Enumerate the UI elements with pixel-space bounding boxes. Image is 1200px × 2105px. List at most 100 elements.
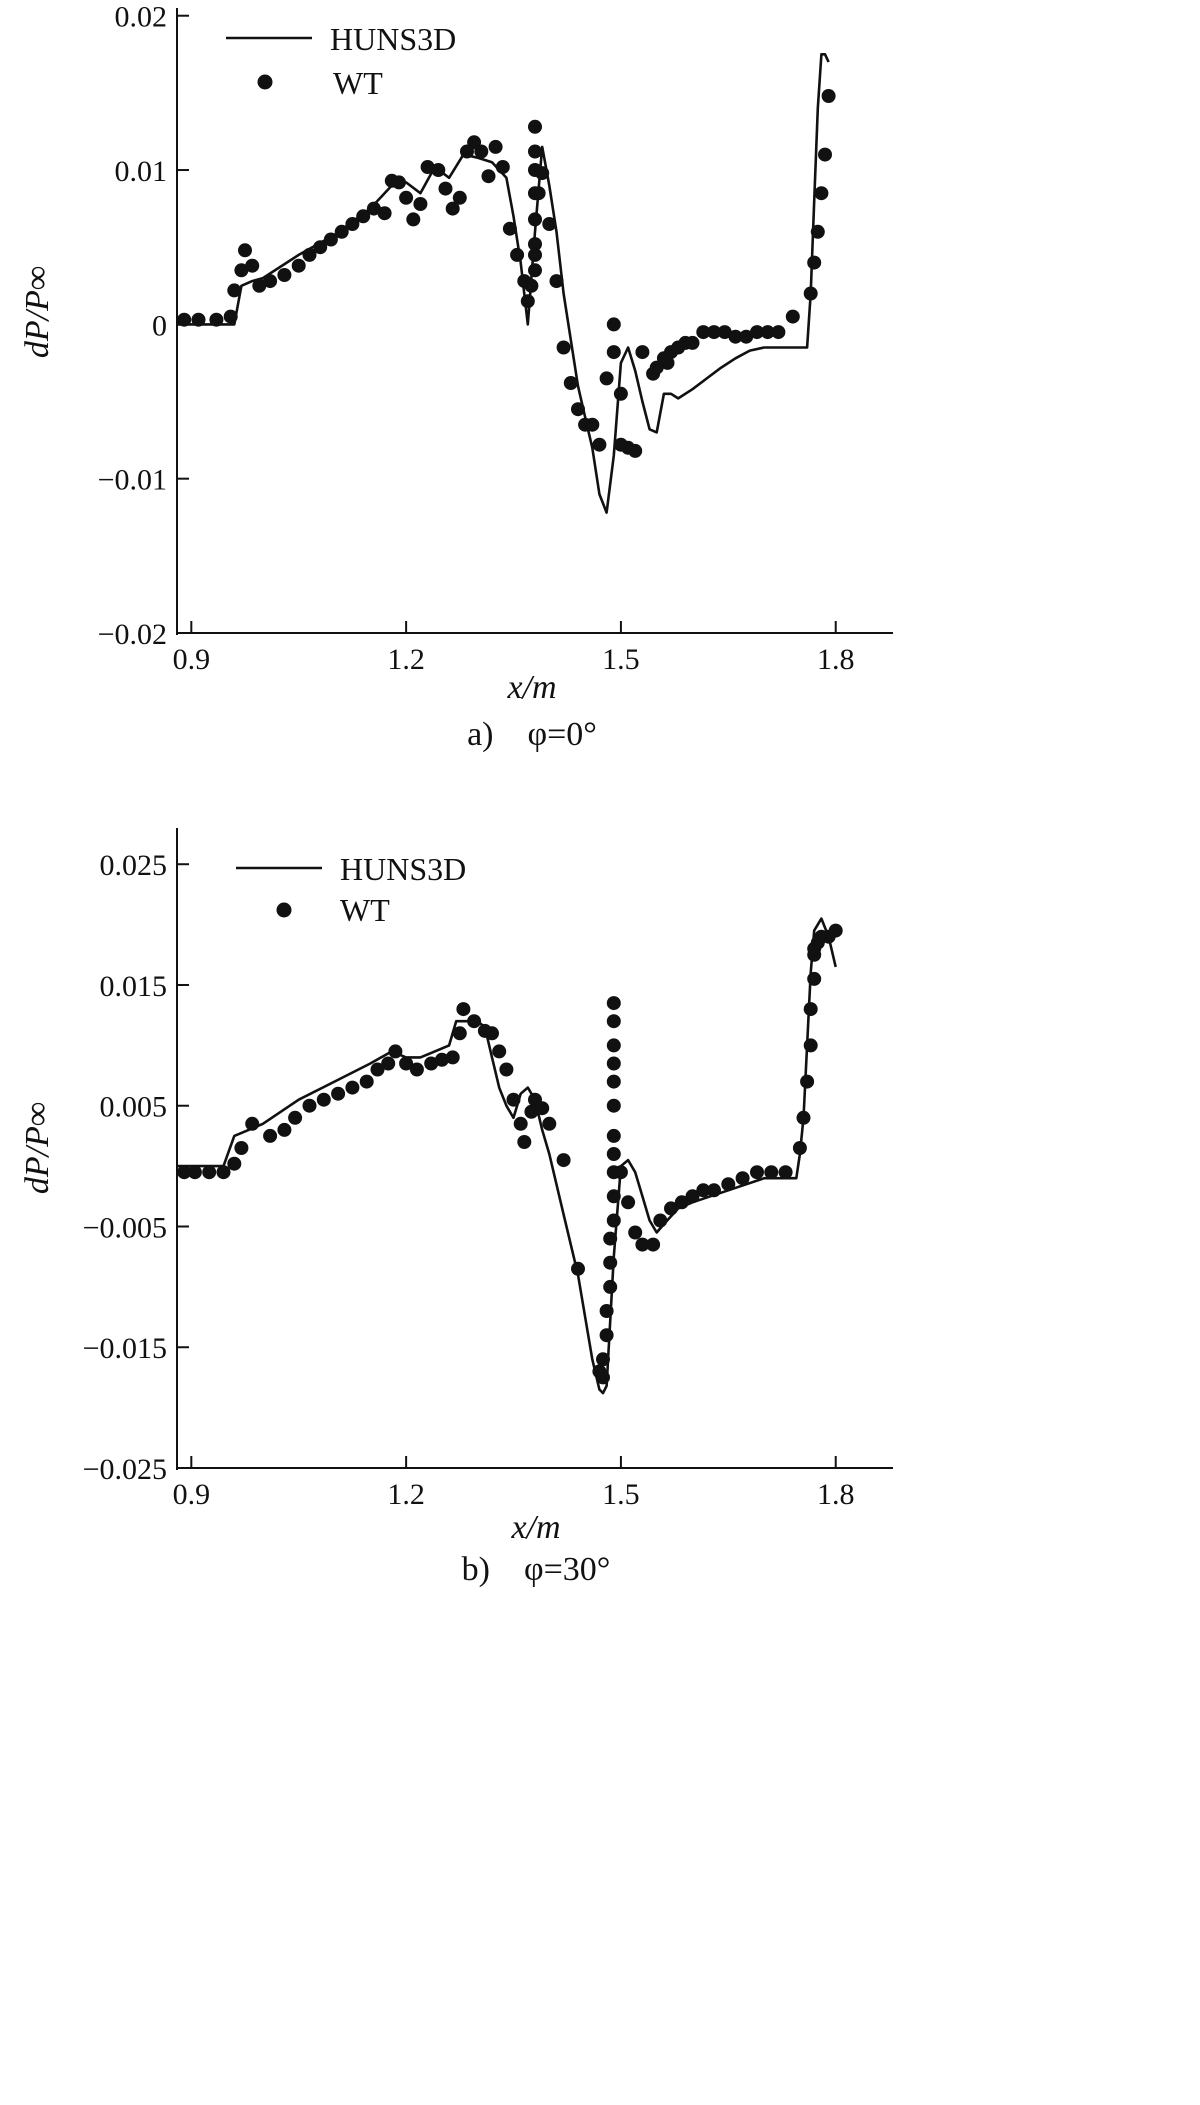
chart-b-data-point: [424, 1056, 439, 1071]
chart-a-x-tick-label: 1.5: [602, 643, 640, 676]
chart-b-data-point: [606, 1056, 621, 1071]
chart-a-data-point: [628, 443, 643, 458]
chart-a-caption: a) φ=0°: [467, 716, 597, 753]
chart-b-data-point: [381, 1056, 396, 1071]
chart-a-data-point: [227, 283, 242, 298]
chart-a-data-point: [481, 169, 496, 184]
chart-b-data-point: [646, 1237, 661, 1252]
chart-a-data-point: [234, 263, 249, 278]
chart-b-data-point: [606, 1038, 621, 1053]
chart-a-data-point: [520, 294, 535, 309]
chart-a-data-point: [431, 163, 446, 177]
chart-b-data-point: [599, 1328, 614, 1343]
chart-b-x-ticks: 0.9 1.2 1.5 1.8: [173, 1456, 854, 1511]
chart-b-data-point: [506, 1092, 521, 1107]
chart-b-data-point: [707, 1183, 721, 1198]
chart-a-data-point: [785, 309, 800, 324]
chart-a-data-point: [177, 312, 192, 327]
chart-b-data-point: [452, 1026, 467, 1041]
chart-b-y-tick-label: −0.015: [83, 1332, 167, 1365]
chart-b-legend: HUNS3D WT: [236, 851, 466, 928]
chart-b-data-point: [263, 1128, 278, 1143]
chart-b-data-point: [499, 1062, 514, 1077]
chart-a-data-point: [810, 224, 825, 239]
chart-b-data-point: [721, 1177, 736, 1192]
chart-b-y-tick-label: 0.015: [100, 970, 168, 1003]
chart-a-data-point: [528, 247, 542, 262]
chart-a-data-point: [510, 247, 525, 262]
chart-b-line-path: [177, 917, 837, 1395]
chart-b-y-tick-label: 0.005: [100, 1091, 168, 1124]
chart-b-data-point: [202, 1165, 217, 1180]
chart-a-y-tick-label: −0.01: [98, 464, 167, 497]
chart-b-data-point: [388, 1044, 403, 1059]
chart-a-data-point: [814, 186, 829, 201]
chart-b-axes: [176, 828, 893, 1470]
chart-b-data-point: [807, 971, 822, 986]
chart-b-data-point: [177, 1165, 192, 1180]
chart-a-data-point: [807, 255, 822, 270]
chart-a-data-point: [406, 212, 421, 227]
chart-a-data-point: [245, 258, 260, 273]
chart-b-data-point: [234, 1141, 249, 1155]
chart-a-legend-line-label: HUNS3D: [330, 21, 456, 57]
chart-a-data-point: [599, 371, 614, 386]
chart-b-data-point: [542, 1116, 557, 1131]
chart-a: −0.02 −0.01 0 0.01 0.02 0.9 1.2 1.5 1.8 HUNS3D …: [19, 1, 893, 753]
chart-a-data-point: [252, 278, 267, 293]
chart-a-data-point: [750, 325, 764, 340]
chart-a-data-point: [585, 417, 600, 432]
chart-a-y-tick-label: 0.01: [115, 155, 168, 188]
chart-b-x-tick-label: 1.5: [602, 1478, 640, 1511]
chart-b-data-point: [599, 1304, 614, 1318]
chart-b-data-point: [664, 1201, 678, 1216]
chart-a-data-point: [563, 376, 578, 390]
chart-a-data-point: [821, 89, 836, 103]
chart-a-data-point: [302, 247, 317, 262]
chart-b-data-point: [517, 1135, 532, 1149]
chart-a-data-point: [535, 166, 550, 181]
chart-a-x-tick-label: 0.9: [173, 643, 211, 676]
chart-a-data-point: [191, 312, 206, 327]
chart-b-data-point: [603, 1255, 618, 1270]
chart-a-line-series: [177, 52, 830, 514]
chart-a-data-point: [528, 119, 542, 134]
chart-b-data-point: [828, 923, 843, 938]
chart-a-x-ticks: 0.9 1.2 1.5 1.8: [173, 621, 854, 676]
chart-b-data-point: [596, 1352, 610, 1367]
chart-a-data-point: [528, 144, 542, 159]
chart-b-data-point: [535, 1101, 550, 1116]
chart-a-data-point: [399, 190, 414, 205]
chart-a-data-point: [528, 237, 542, 252]
chart-b-data-point: [606, 1128, 621, 1143]
chart-a-data-point: [696, 325, 711, 340]
chart-b-data-point: [778, 1165, 793, 1180]
chart-b-data-point: [492, 1044, 507, 1059]
chart-b-y-tick-label: 0.025: [100, 849, 168, 882]
chart-b-data-point: [288, 1110, 303, 1125]
chart-b-data-point: [606, 1074, 621, 1089]
chart-a-axes: [176, 8, 893, 635]
chart-a-data-point: [606, 317, 621, 332]
chart-a-data-point: [760, 325, 775, 340]
chart-a-legend: HUNS3D WT: [226, 21, 456, 101]
chart-b: −0.025 −0.015 −0.005 0.005 0.015 0.025 0.9 1.2…: [19, 828, 893, 1588]
chart-b-data-point: [456, 1002, 471, 1017]
chart-b-data-point: [792, 1141, 807, 1155]
chart-a-y-ticks: −0.02 −0.01 0 0.01 0.02: [98, 1, 189, 651]
chart-b-data-point: [467, 1014, 482, 1029]
chart-b-data-point: [606, 1189, 621, 1204]
chart-b-y-tick-label: −0.005: [83, 1211, 167, 1244]
chart-a-y-tick-label: 0: [152, 309, 167, 342]
chart-b-data-point: [685, 1189, 700, 1204]
chart-b-y-ticks: −0.025 −0.015 −0.005 0.005 0.015 0.025: [83, 849, 189, 1486]
chart-a-data-point: [606, 345, 621, 360]
chart-b-data-point: [606, 1098, 621, 1113]
chart-a-data-point: [238, 243, 252, 258]
chart-a-data-point: [717, 325, 732, 340]
chart-b-x-label: x/m: [510, 1509, 560, 1546]
chart-a-data-point: [334, 224, 349, 239]
chart-b-data-point: [345, 1080, 360, 1095]
chart-a-data-point: [223, 309, 238, 324]
